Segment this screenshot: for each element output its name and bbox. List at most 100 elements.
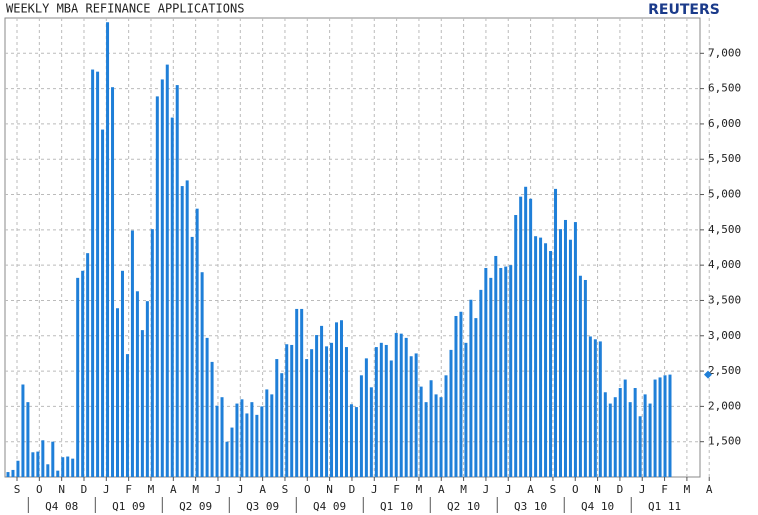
month-label: A — [259, 483, 266, 496]
bar — [106, 22, 110, 477]
month-label: O — [304, 483, 311, 496]
bar — [668, 374, 672, 477]
bar — [404, 337, 408, 477]
month-label: D — [617, 483, 624, 496]
bar — [190, 236, 194, 477]
bar — [499, 267, 503, 477]
bar — [16, 460, 20, 477]
bar — [608, 403, 612, 477]
quarter-label: Q4 10 — [581, 500, 614, 513]
bar — [469, 299, 473, 477]
y-tick-label: 7,000 — [708, 46, 741, 59]
bar — [364, 358, 368, 477]
quarter-label: Q4 09 — [313, 500, 346, 513]
bar — [529, 198, 533, 477]
bar — [573, 222, 577, 477]
quarter-label: Q1 11 — [648, 500, 681, 513]
bar — [295, 308, 299, 477]
bar — [61, 457, 65, 477]
bar — [305, 359, 309, 477]
bar — [643, 394, 647, 477]
bar — [474, 318, 478, 477]
bar — [240, 399, 244, 477]
bar — [578, 275, 582, 477]
bar — [419, 386, 423, 477]
bar — [539, 237, 543, 477]
y-tick-label: 4,000 — [708, 258, 741, 271]
month-label: A — [438, 483, 445, 496]
bar — [504, 266, 508, 477]
bar — [140, 330, 144, 477]
bar — [454, 315, 458, 477]
bar — [300, 308, 304, 477]
bar — [449, 349, 453, 477]
bar — [409, 356, 413, 477]
bar — [633, 388, 637, 477]
bar — [21, 384, 25, 477]
bar — [315, 335, 319, 477]
bar — [185, 180, 189, 477]
bar — [424, 402, 428, 477]
bar — [354, 407, 358, 477]
bar — [130, 230, 134, 477]
bar — [81, 270, 85, 477]
bar — [464, 342, 468, 477]
bar — [514, 215, 518, 478]
bar — [285, 344, 289, 477]
bar — [628, 402, 632, 477]
bar — [563, 219, 567, 477]
month-label: S — [14, 483, 21, 496]
last-value-marker — [704, 370, 712, 379]
bar — [135, 291, 139, 477]
month-label: S — [282, 483, 289, 496]
bar — [260, 406, 264, 477]
bar — [195, 208, 199, 477]
bar — [603, 392, 607, 477]
logo: REUTERS — [648, 2, 720, 18]
month-label: J — [483, 483, 490, 496]
month-label: J — [237, 483, 244, 496]
bar — [120, 270, 124, 477]
bar — [275, 359, 279, 477]
bar — [544, 243, 548, 477]
month-label: J — [505, 483, 512, 496]
bar — [150, 229, 154, 477]
quarter-label: Q1 10 — [380, 500, 413, 513]
bar — [369, 387, 373, 477]
bar — [384, 344, 388, 477]
bar — [230, 427, 234, 477]
bar — [145, 301, 149, 477]
bar — [125, 354, 129, 477]
bar — [46, 464, 50, 477]
y-tick-label: 6,000 — [708, 117, 741, 130]
bar — [280, 373, 284, 477]
bar — [36, 451, 40, 477]
month-label: M — [416, 483, 423, 496]
bar — [509, 265, 513, 477]
month-label: M — [192, 483, 199, 496]
month-label: A — [170, 483, 177, 496]
month-label: S — [550, 483, 557, 496]
bar — [663, 375, 667, 477]
bar — [96, 71, 100, 477]
bar — [394, 332, 398, 477]
bar — [524, 186, 528, 478]
month-label: F — [661, 483, 668, 496]
bar — [588, 336, 592, 477]
bar — [494, 255, 498, 477]
y-tick-label: 3,000 — [708, 329, 741, 342]
month-label: D — [81, 483, 88, 496]
bar — [359, 375, 363, 477]
month-label: A — [706, 483, 713, 496]
month-label: O — [36, 483, 43, 496]
month-label: M — [148, 483, 155, 496]
bar — [344, 347, 348, 477]
bar — [31, 452, 35, 477]
month-label: N — [58, 483, 65, 496]
bar — [484, 267, 488, 477]
quarter-label: Q1 09 — [112, 500, 145, 513]
y-tick-label: 5,000 — [708, 188, 741, 201]
bar — [593, 339, 597, 477]
quarter-label: Q3 09 — [246, 500, 279, 513]
month-label: M — [460, 483, 467, 496]
